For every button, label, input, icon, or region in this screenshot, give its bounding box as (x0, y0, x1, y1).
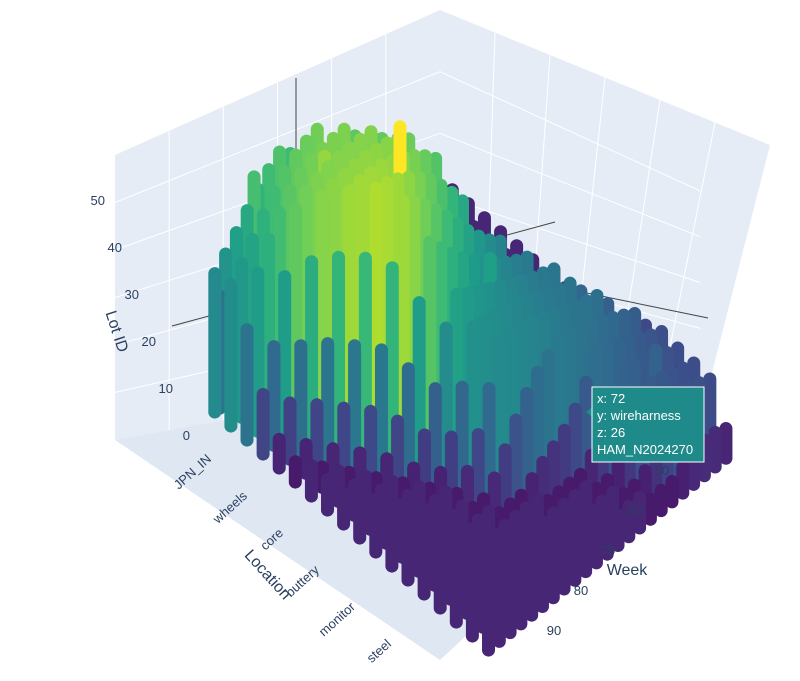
y-tick-label: steel (364, 636, 395, 666)
z-tick-label: 40 (108, 240, 122, 255)
z-axis-ticks: 0 10 20 30 40 50 (91, 193, 190, 443)
tooltip-x: x: 72 (597, 391, 625, 406)
data-columns (208, 120, 733, 657)
y-tick-label: monitor (316, 599, 359, 640)
tooltip-y: y: wireharness (597, 408, 681, 423)
x-tick-label: 50 (655, 463, 669, 478)
z-tick-label: 30 (125, 287, 139, 302)
x-tick-label: 90 (547, 623, 561, 638)
x-axis-title: Week (607, 562, 649, 579)
z-tick-label: 50 (91, 193, 105, 208)
tooltip-z: z: 26 (597, 425, 625, 440)
hover-tooltip: x: 72 y: wireharness z: 26 HAM_N2024270 (586, 386, 705, 463)
x-tick-label: 70 (601, 543, 615, 558)
tooltip-name: HAM_N2024270 (597, 442, 693, 457)
x-axis-ticks: 50 60 70 80 90 (547, 463, 669, 638)
z-tick-label: 0 (183, 428, 190, 443)
x-tick-label: 80 (574, 583, 588, 598)
x-tick-label: 60 (628, 503, 642, 518)
z-tick-label: 20 (142, 334, 156, 349)
z-tick-label: 10 (159, 381, 173, 396)
